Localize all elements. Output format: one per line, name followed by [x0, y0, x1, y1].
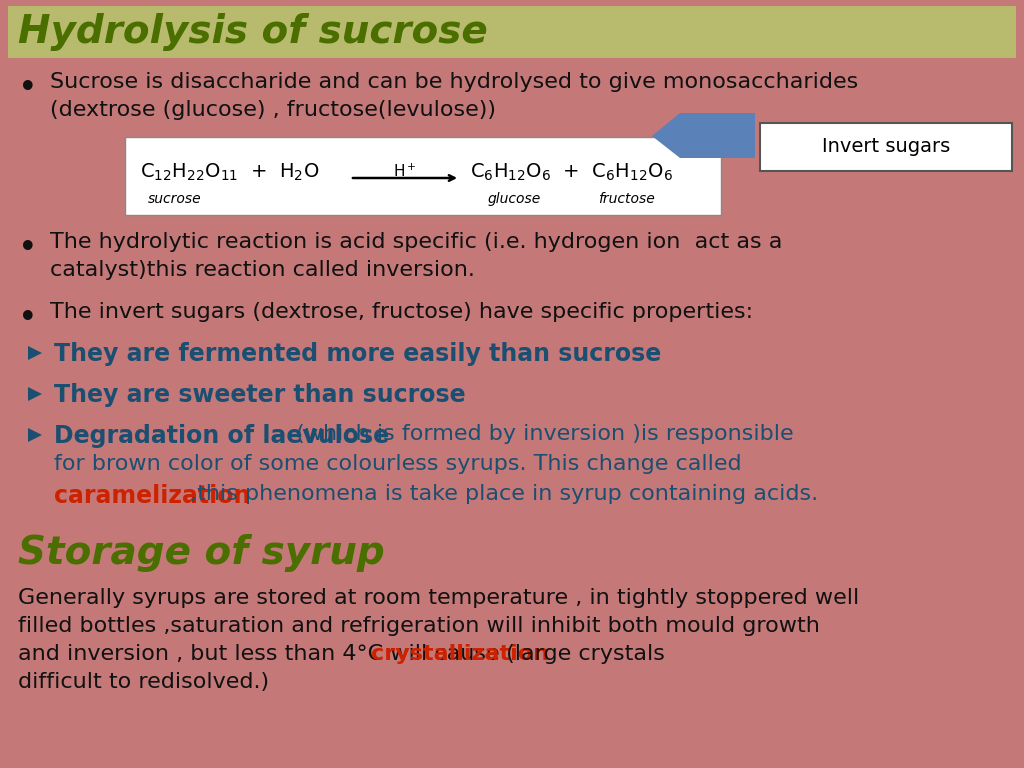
Text: Hydrolysis of sucrose: Hydrolysis of sucrose: [18, 13, 487, 51]
Text: They are sweeter than sucrose: They are sweeter than sucrose: [54, 383, 466, 407]
Text: They are fermented more easily than sucrose: They are fermented more easily than sucr…: [54, 342, 662, 366]
Text: (large crystals: (large crystals: [499, 644, 665, 664]
Text: The hydrolytic reaction is acid specific (i.e. hydrogen ion  act as a: The hydrolytic reaction is acid specific…: [50, 232, 782, 252]
Text: sucrose: sucrose: [148, 192, 202, 206]
Polygon shape: [28, 387, 42, 401]
Text: difficult to redisolved.): difficult to redisolved.): [18, 672, 269, 692]
Text: filled bottles ,saturation and refrigeration will inhibit both mould growth: filled bottles ,saturation and refrigera…: [18, 616, 820, 636]
Text: caramelization: caramelization: [54, 484, 251, 508]
Polygon shape: [28, 346, 42, 360]
Text: The invert sugars (dextrose, fructose) have specific properties:: The invert sugars (dextrose, fructose) h…: [50, 302, 753, 322]
Text: Degradation of laevulose: Degradation of laevulose: [54, 424, 389, 448]
Text: catalyst)this reaction called inversion.: catalyst)this reaction called inversion.: [50, 260, 475, 280]
Text: (dextrose (glucose) , fructose(levulose)): (dextrose (glucose) , fructose(levulose)…: [50, 100, 496, 120]
Text: Generally syrups are stored at room temperature , in tightly stoppered well: Generally syrups are stored at room temp…: [18, 588, 859, 608]
Text: crystallization: crystallization: [372, 644, 549, 664]
Text: H$^+$: H$^+$: [393, 163, 417, 180]
Polygon shape: [28, 428, 42, 442]
Text: •: •: [18, 302, 38, 335]
Text: glucose: glucose: [488, 192, 542, 206]
Text: Storage of syrup: Storage of syrup: [18, 534, 385, 572]
Text: and inversion , but less than 4°C will cause: and inversion , but less than 4°C will c…: [18, 644, 507, 664]
Text: •: •: [18, 72, 38, 105]
FancyBboxPatch shape: [760, 123, 1012, 171]
Polygon shape: [652, 113, 755, 158]
FancyBboxPatch shape: [8, 6, 1016, 58]
Text: Invert sugars: Invert sugars: [822, 137, 950, 157]
Text: C$_6$H$_{12}$O$_6$  +  C$_6$H$_{12}$O$_6$: C$_6$H$_{12}$O$_6$ + C$_6$H$_{12}$O$_6$: [470, 162, 673, 184]
Text: Sucrose is disaccharide and can be hydrolysed to give monosaccharides: Sucrose is disaccharide and can be hydro…: [50, 72, 858, 92]
Text: (which is formed by inversion )is responsible: (which is formed by inversion )is respon…: [289, 424, 794, 444]
Text: C$_{12}$H$_{22}$O$_{11}$  +  H$_2$O: C$_{12}$H$_{22}$O$_{11}$ + H$_2$O: [140, 162, 319, 184]
Text: •: •: [18, 232, 38, 265]
Text: for brown color of some colourless syrups. This change called: for brown color of some colourless syrup…: [54, 454, 741, 474]
Text: fructose: fructose: [598, 192, 654, 206]
Text: ,this phenomena is take place in syrup containing acids.: ,this phenomena is take place in syrup c…: [183, 484, 818, 504]
FancyBboxPatch shape: [125, 137, 721, 215]
